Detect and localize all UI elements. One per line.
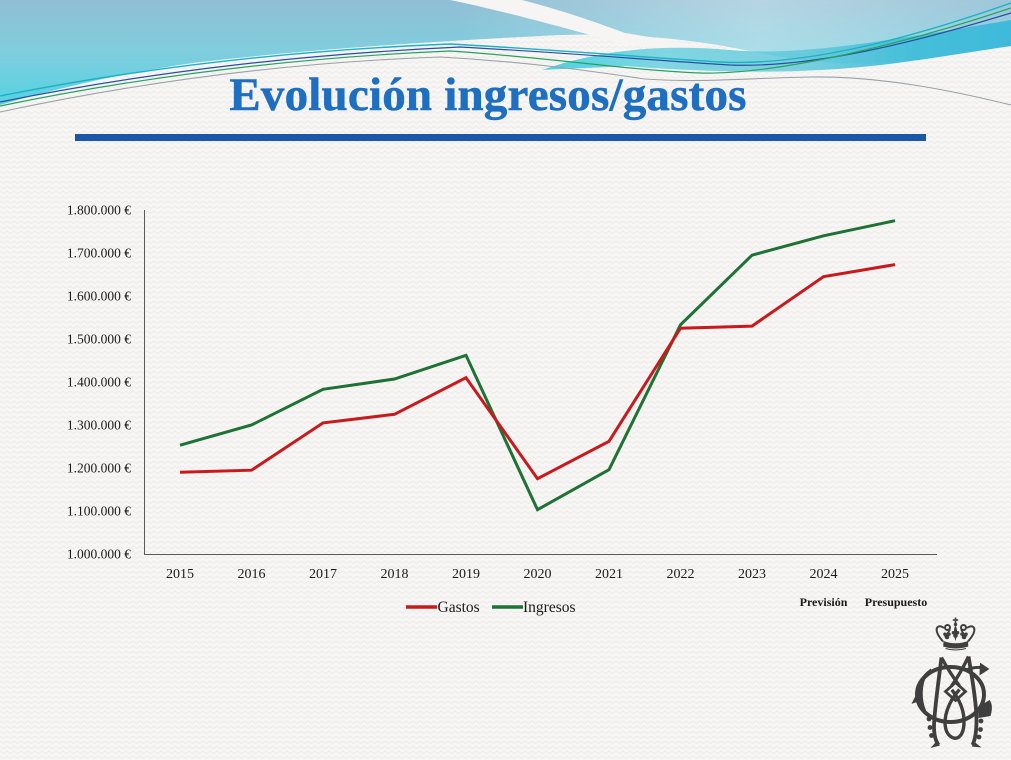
- svg-text:2019: 2019: [452, 567, 480, 582]
- svg-text:1.500.000 €: 1.500.000 €: [67, 332, 131, 347]
- svg-text:1.100.000 €: 1.100.000 €: [67, 504, 131, 519]
- svg-text:2023: 2023: [738, 567, 766, 582]
- svg-text:1.000.000 €: 1.000.000 €: [67, 547, 131, 562]
- svg-text:1.300.000 €: 1.300.000 €: [67, 418, 131, 433]
- svg-text:2024: 2024: [810, 567, 838, 582]
- svg-text:1.400.000 €: 1.400.000 €: [67, 375, 131, 390]
- svg-text:2020: 2020: [524, 567, 552, 582]
- svg-text:1.700.000 €: 1.700.000 €: [67, 246, 131, 261]
- svg-text:2018: 2018: [381, 567, 409, 582]
- svg-text:1.600.000 €: 1.600.000 €: [67, 289, 131, 304]
- svg-text:2022: 2022: [667, 567, 695, 582]
- svg-text:1.800.000 €: 1.800.000 €: [67, 203, 131, 218]
- svg-text:2016: 2016: [238, 567, 266, 582]
- svg-text:Gastos: Gastos: [438, 599, 480, 616]
- svg-text:1.200.000 €: 1.200.000 €: [67, 461, 131, 476]
- svg-text:2015: 2015: [166, 567, 194, 582]
- svg-text:2017: 2017: [309, 567, 337, 582]
- svg-text:Ingresos: Ingresos: [523, 599, 576, 616]
- svg-text:Previsión: Previsión: [800, 595, 848, 609]
- svg-text:2025: 2025: [881, 567, 909, 582]
- svg-text:2021: 2021: [595, 567, 623, 582]
- svg-text:Presupuesto: Presupuesto: [865, 595, 927, 609]
